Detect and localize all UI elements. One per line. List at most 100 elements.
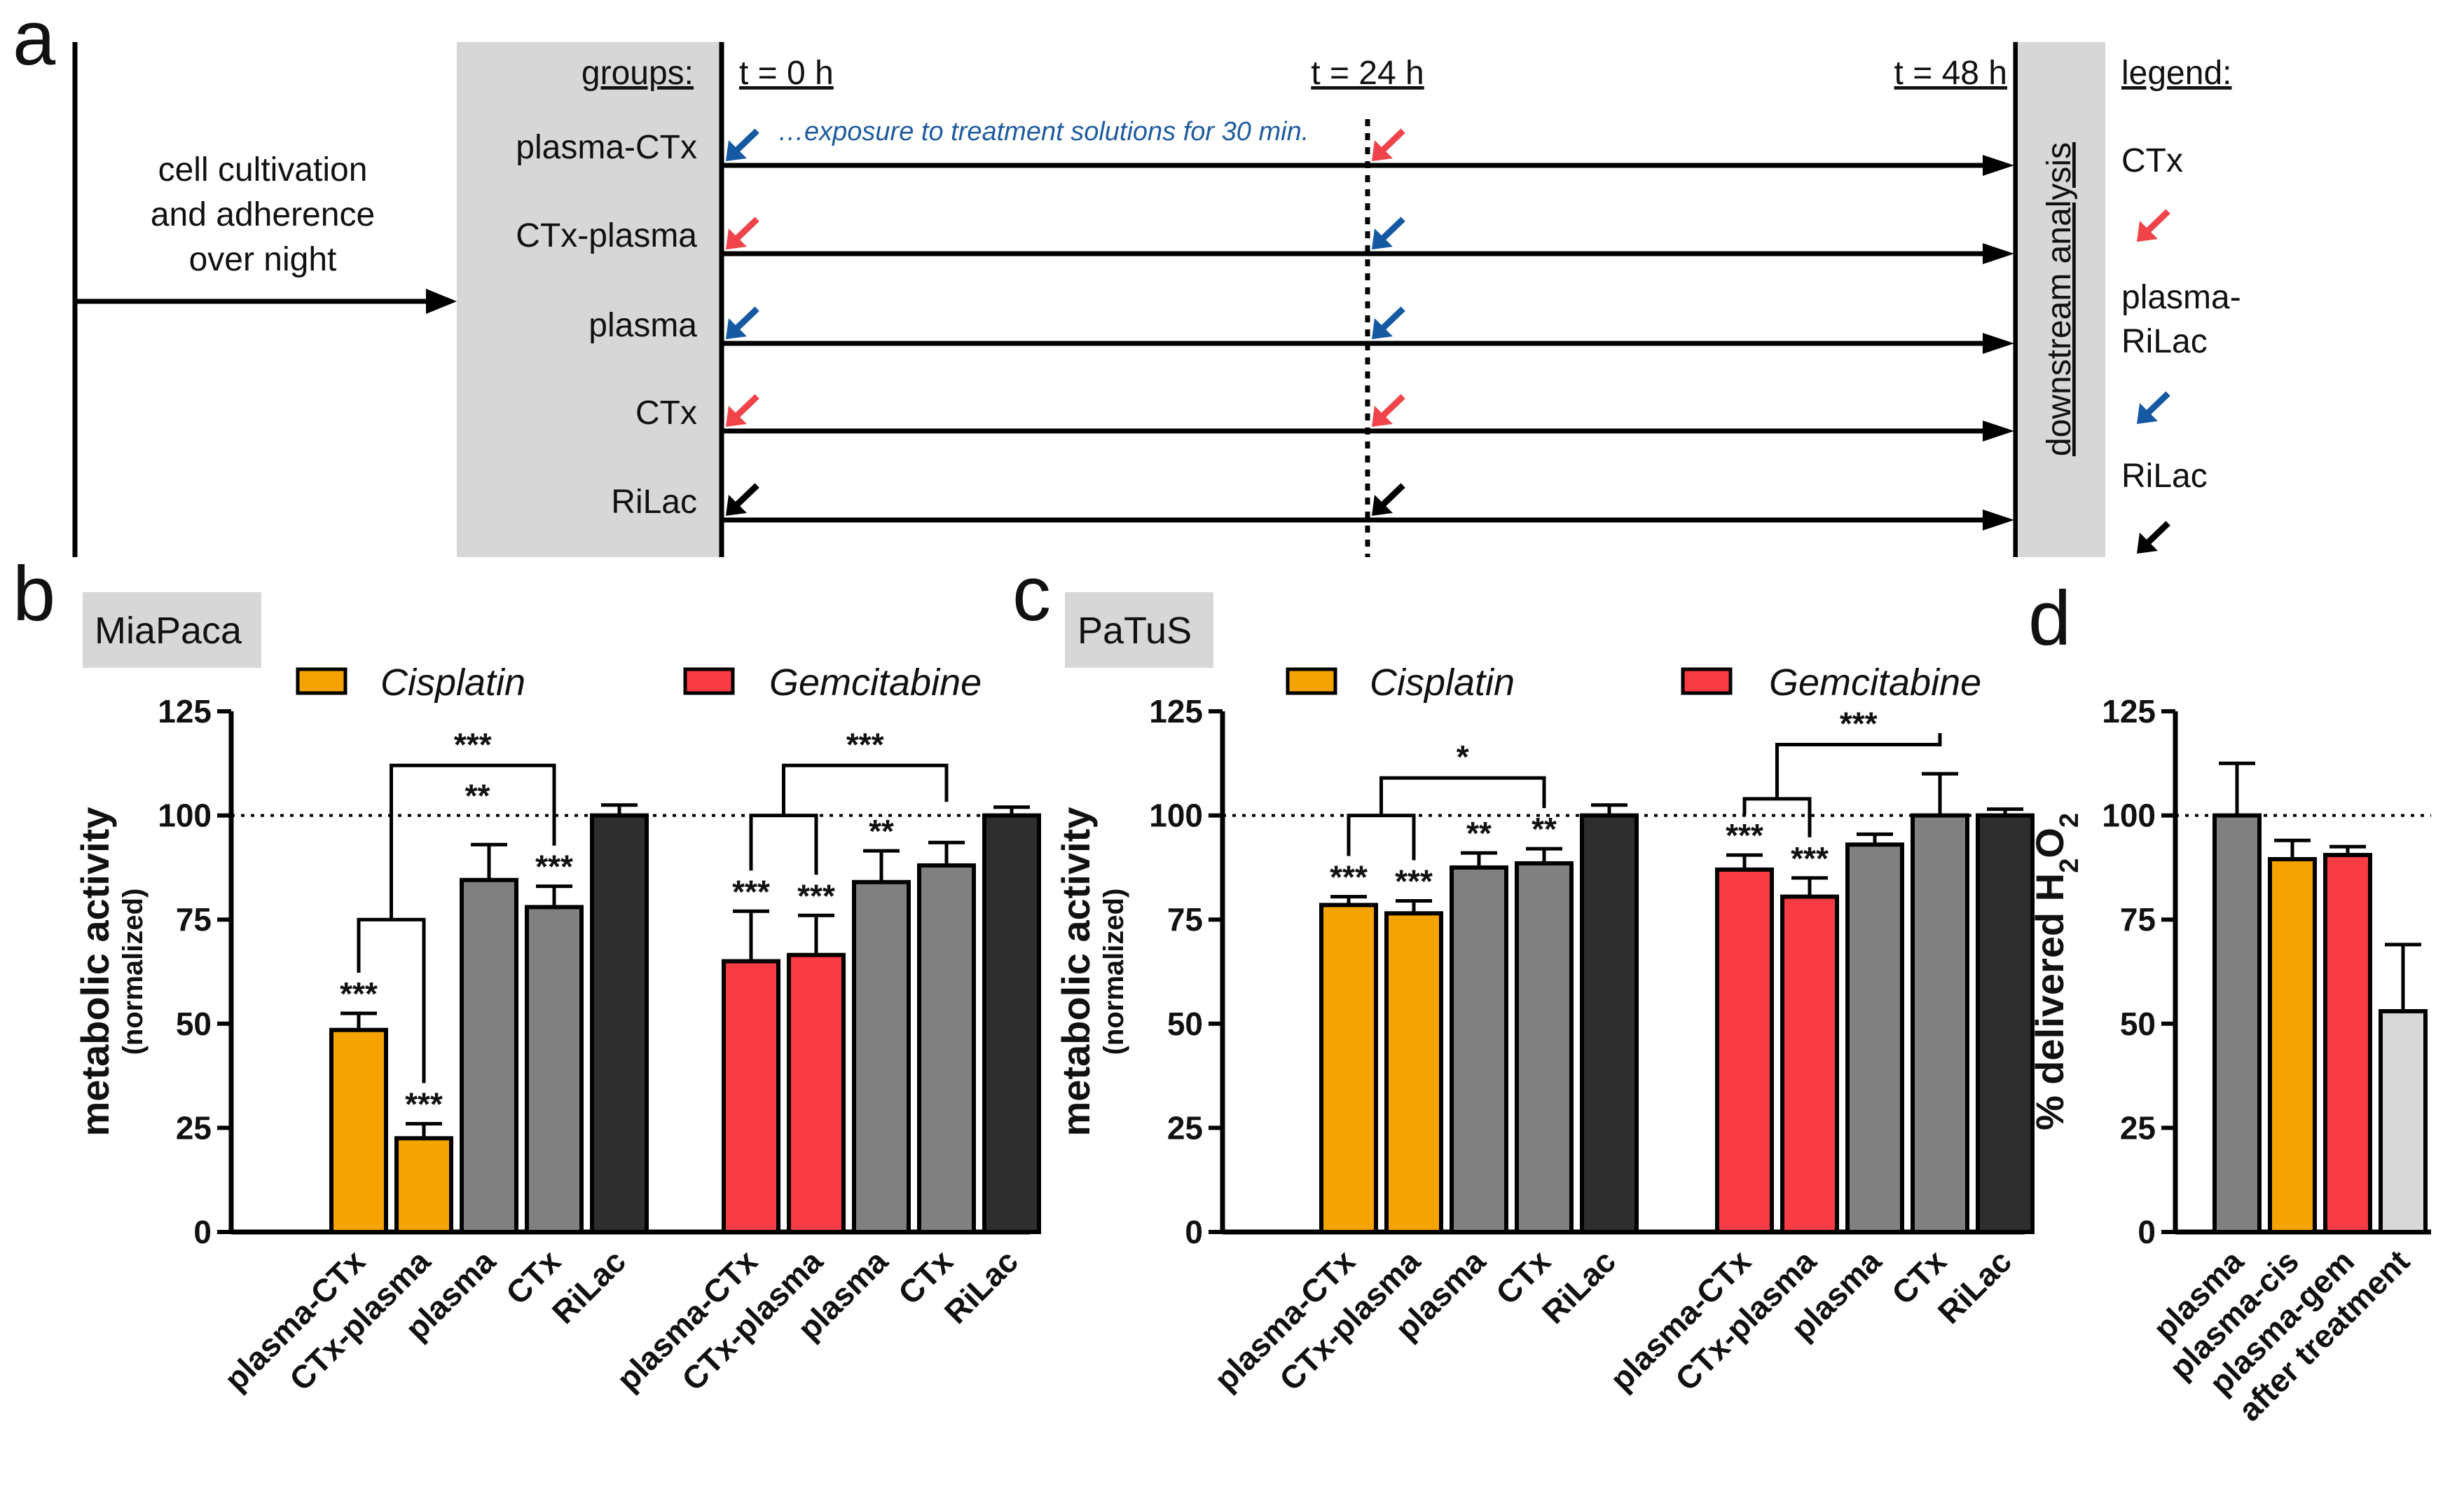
y-tick-label: 75 — [2120, 901, 2156, 938]
significance-2: ** — [1466, 815, 1492, 851]
panel-label-a: a — [13, 0, 56, 81]
bar-0 — [2212, 813, 2262, 1234]
bar-5 — [1715, 867, 1774, 1234]
legend-arrow-0-shaft — [2144, 209, 2170, 235]
bar-2 — [1450, 865, 1508, 1234]
intro-line-2: and adherence — [151, 196, 375, 233]
arrow-t0-row-3-shaft — [733, 394, 759, 420]
intro-line-1: cell cultivation — [158, 151, 368, 189]
significance-6: *** — [797, 877, 835, 914]
legend-b-cisplatin-swatch — [296, 667, 347, 695]
y-tick-label: 100 — [1149, 798, 1203, 834]
arrow-t24-row-1-head — [1372, 228, 1393, 249]
bar-8 — [1911, 813, 1969, 1234]
legend-c-gemcitabine-swatch — [1681, 667, 1733, 695]
significance-3: *** — [535, 849, 573, 885]
group-arrowhead-1 — [1983, 243, 2014, 264]
arrow-t24-row-0 — [1372, 128, 1405, 161]
groups-header: groups: — [581, 55, 694, 92]
cellline-box-b — [83, 592, 261, 668]
legend-b-cisplatin: Cisplatin — [380, 662, 525, 704]
bar-5 — [722, 959, 780, 1234]
x-category-label-4: RiLac — [1535, 1243, 1623, 1330]
group-arrowhead-4 — [1983, 509, 2014, 531]
exposure-note: …exposure to treatment solutions for 30 … — [778, 117, 1309, 146]
time-48: t = 48 h — [1894, 55, 2007, 92]
y-tick-label: 0 — [1185, 1214, 1203, 1250]
arrow-t0-row-1-head — [726, 228, 747, 249]
legend-b: Cisplatin Gemcitabine — [296, 662, 982, 704]
significance-0: *** — [1330, 859, 1368, 896]
group-arrowhead-3 — [1983, 420, 2014, 442]
arrow-t0-row-0-head — [726, 140, 747, 161]
legend-item-1-line-1: RiLac — [2121, 323, 2208, 360]
bar-1 — [1384, 911, 1443, 1235]
timeline-rows: plasma-CTx CTx-plasma plasma CTx RiLac — [516, 128, 2014, 531]
significance-6: *** — [1791, 840, 1829, 877]
y-tick-label: 75 — [1167, 901, 1203, 938]
arrow-t24-row-4-shaft — [1379, 483, 1405, 509]
bar-6 — [1780, 894, 1839, 1235]
arrow-t0-row-1-shaft — [733, 217, 759, 242]
legend-arrow-2-head — [2137, 533, 2158, 554]
bar-0 — [329, 1027, 388, 1234]
y-tick-label: 25 — [2120, 1109, 2156, 1146]
arrow-t0-row-2 — [726, 306, 759, 339]
legend-arrow-0-head — [2137, 221, 2158, 242]
arrow-t24-row-1-shaft — [1379, 217, 1405, 242]
legend-arrow-1-shaft — [2144, 391, 2170, 417]
arrow-t0-row-4-head — [726, 495, 747, 516]
bracket-label-3: *** — [1840, 706, 1878, 742]
arrow-t24-row-3 — [1372, 394, 1405, 427]
time-0: t = 0 h — [739, 55, 834, 92]
bar-2 — [2323, 853, 2372, 1234]
arrow-t24-row-0-head — [1372, 140, 1393, 161]
legend-arrow-2 — [2137, 521, 2170, 554]
legend-b-gemcitabine-swatch — [683, 667, 735, 695]
panel-label-c: c — [1012, 551, 1051, 637]
arrow-t24-row-1 — [1372, 217, 1405, 249]
downstream-label: downstream analysis — [2041, 142, 2078, 456]
arrow-t0-row-4-shaft — [733, 483, 759, 509]
panel-a: a cell cultivation and adherence over ni… — [13, 0, 2241, 557]
arrow-t0-row-0-shaft — [733, 128, 759, 154]
legend-c-cisplatin: Cisplatin — [1370, 662, 1515, 704]
significance-3: ** — [1532, 811, 1557, 847]
bracket-label-1: * — [1457, 739, 1469, 775]
y-tick-label: 0 — [193, 1214, 212, 1250]
arrow-t0-row-0 — [726, 128, 759, 161]
y-tick-label: 75 — [176, 901, 212, 938]
legend-arrow-1 — [2137, 391, 2170, 424]
intro-line-3: over night — [189, 241, 337, 278]
y-axis-label: metabolic activity — [73, 807, 117, 1137]
x-category-label-4: RiLac — [545, 1243, 633, 1330]
bar-1 — [2268, 857, 2317, 1234]
bar-3 — [525, 905, 584, 1235]
y-tick-label: 100 — [158, 798, 212, 834]
significance-5: *** — [732, 873, 770, 910]
arrow-t24-row-2 — [1372, 306, 1405, 339]
chart-c: 0 25 50 75 100 125 metabolic activity (normaliz… — [1054, 693, 2035, 1397]
bar-9 — [982, 813, 1041, 1234]
bar-7 — [1845, 842, 1904, 1234]
significance-7: ** — [869, 813, 894, 849]
bar-6 — [787, 952, 846, 1234]
panel-label-b: b — [13, 551, 55, 637]
legend-header: legend: — [2121, 55, 2231, 92]
time-24: t = 24 h — [1311, 55, 1424, 92]
legend-item-2-line-0: RiLac — [2121, 458, 2208, 495]
bracket-label-1: *** — [454, 726, 492, 762]
x-category-label-9: RiLac — [937, 1243, 1025, 1330]
bar-3 — [2379, 1008, 2428, 1235]
groups-box — [457, 42, 720, 557]
legend-item-0-line-0: CTx — [2121, 142, 2183, 179]
significance-1: *** — [1395, 863, 1433, 899]
downstream-box — [2018, 42, 2105, 557]
arrow-t0-row-2-head — [726, 318, 747, 339]
group-label-4: RiLac — [611, 484, 697, 521]
y-tick-label: 0 — [2138, 1214, 2156, 1250]
significance-0: *** — [340, 976, 378, 1012]
legend-b-gemcitabine: Gemcitabine — [769, 662, 982, 704]
legend-arrow-2-shaft — [2144, 521, 2170, 547]
